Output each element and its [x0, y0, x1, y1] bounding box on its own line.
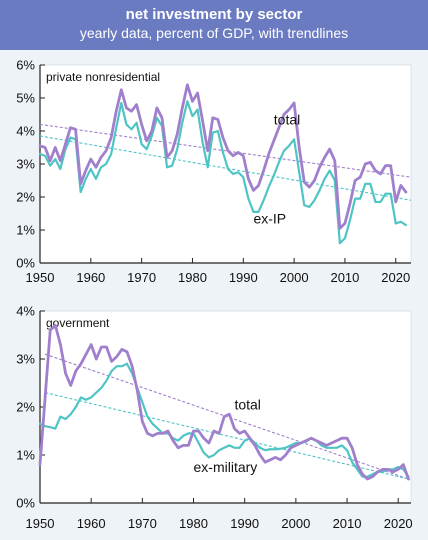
y-tick-label: 3% [16, 157, 35, 172]
x-tick-label: 1950 [26, 516, 55, 531]
y-tick-label: 4% [16, 304, 35, 319]
series-label: ex-military [194, 459, 258, 475]
trendline-ex-military [44, 392, 409, 480]
series-line-total [38, 83, 408, 230]
panel-title: government [46, 316, 110, 330]
y-tick-label: 2% [16, 400, 35, 415]
x-tick-label: 2000 [280, 270, 309, 285]
x-tick-label: 1960 [77, 516, 106, 531]
x-tick-label: 1980 [179, 516, 208, 531]
x-tick-label: 2000 [281, 516, 310, 531]
chart-panel-1: 0% 1% 2% 3% 4% 5% 6% 1950 1960 1970 1980 1990 2000 20… [16, 58, 412, 285]
series-line-ex-IP [38, 100, 408, 245]
x-tick-label: 1960 [76, 270, 105, 285]
trendline-total [39, 123, 412, 178]
y-tick-label: 5% [16, 91, 35, 106]
x-tick-label: 1970 [127, 270, 156, 285]
y-tick-label: 1% [16, 223, 35, 238]
x-tick-label: 2020 [381, 270, 410, 285]
x-tick-label: 2010 [330, 270, 359, 285]
x-tick-label: 2020 [384, 516, 413, 531]
y-tick-label: 4% [16, 124, 35, 139]
y-tick-label: 6% [16, 58, 35, 73]
y-tick-label: 0% [16, 496, 35, 511]
trendline-ex-IP [39, 135, 412, 201]
y-tick-label: 0% [16, 256, 35, 271]
x-tick-label: 1990 [229, 270, 258, 285]
x-tick-label: 1990 [230, 516, 259, 531]
chart-title: net investment by sector [125, 6, 303, 23]
chart-subtitle: yearly data, percent of GDP, with trendl… [79, 25, 349, 41]
x-tick-label: 2010 [333, 516, 362, 531]
series-line-ex-military [38, 362, 410, 478]
chart-panel-2: 0% 1% 2% 3% 4% 1950 1960 1970 1980 1990 2000 2010 20… [16, 304, 412, 532]
charts-svg: 0% 1% 2% 3% 4% 5% 6% 1950 1960 1970 1980 1990 2000 20… [16, 58, 412, 532]
y-tick-label: 3% [16, 352, 35, 367]
series-label: total [274, 111, 300, 127]
x-tick-label: 1970 [128, 516, 157, 531]
y-tick-label: 2% [16, 190, 35, 205]
x-tick-label: 1950 [26, 270, 55, 285]
series-line-total [38, 324, 410, 481]
chart-header: net investment by sector yearly data, pe… [0, 0, 428, 50]
x-tick-label: 1980 [178, 270, 207, 285]
series-label: ex-IP [253, 210, 286, 226]
y-tick-label: 1% [16, 448, 35, 463]
panel-title: private nonresidential [46, 70, 160, 84]
series-label: total [234, 396, 260, 412]
plot-area [39, 310, 412, 504]
